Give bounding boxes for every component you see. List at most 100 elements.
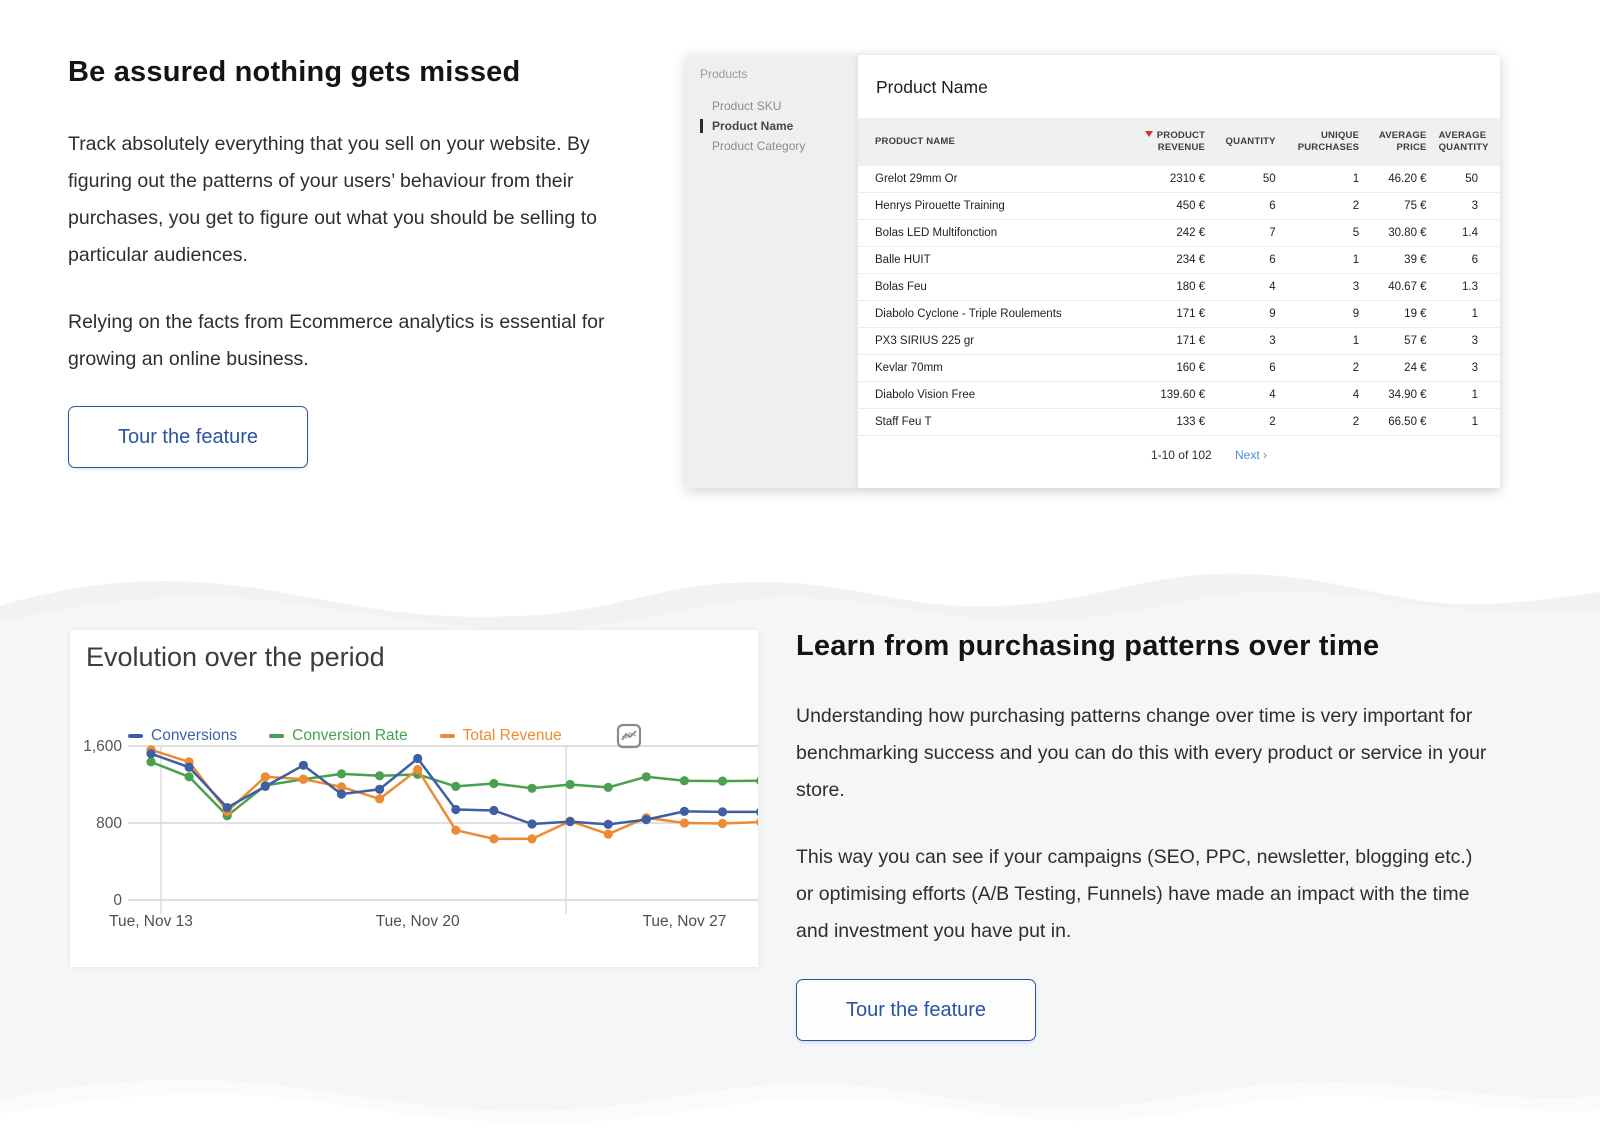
table-cell: 30.80 € [1365, 219, 1433, 247]
table-cell: 4 [1281, 381, 1366, 409]
tour-feature-button-bottom[interactable]: Tour the feature [796, 979, 1036, 1041]
table-cell: 160 € [1114, 354, 1212, 382]
pagination: 1-10 of 102 Next › [858, 436, 1500, 462]
table-cell: 34.90 € [1365, 381, 1433, 409]
x-axis-tick-label: Tue, Nov 20 [376, 913, 460, 930]
section1-heading: Be assured nothing gets missed [68, 56, 521, 88]
sidebar-nav: Product SKU Product Name Product Category [700, 96, 858, 156]
legend-label: Total Revenue [462, 727, 562, 744]
table-cell: 50 [1432, 166, 1500, 193]
table-cell: 242 € [1114, 219, 1212, 247]
table-cell: 133 € [1114, 408, 1212, 436]
table-cell: Grelot 29mm Or [858, 166, 1115, 193]
table-cell: 1 [1281, 327, 1366, 355]
report-title: Product Name [876, 77, 988, 97]
table-row: Staff Feu T 133 €2 2 66.50 €1 [858, 408, 1500, 436]
x-axis-tick-label: Tue, Nov 27 [642, 913, 726, 930]
table-cell: PX3 SIRIUS 225 gr [858, 327, 1115, 355]
sidebar-item-product-category[interactable]: Product Category [712, 139, 806, 153]
legend-label: Conversions [151, 727, 238, 744]
column-header-product-name[interactable]: PRODUCT NAME [858, 118, 1115, 166]
legend-dash-icon [269, 734, 285, 738]
wave-divider-top [0, 573, 1600, 640]
table-cell: Kevlar 70mm [858, 354, 1115, 382]
table-cell: 450 € [1114, 192, 1212, 220]
table-cell: 4 [1211, 273, 1282, 301]
table-cell: 57 € [1365, 327, 1433, 355]
sort-desc-icon [1144, 131, 1153, 137]
table-cell: 9 [1281, 300, 1366, 328]
section2-paragraph-1: Understanding how purchasing patterns ch… [796, 705, 1487, 801]
legend-dash-icon [439, 734, 455, 738]
table-row: PX3 SIRIUS 225 gr 171 €3 1 57 €3 [858, 327, 1500, 355]
evolution-chart-card: Evolution over the period 1,600 800 0 Tue, … [70, 630, 758, 967]
evolution-chart-plot: 1,600 800 0 Tue, Nov 13 Tue, Nov 20 Tue, Nov … [83, 738, 758, 930]
column-header-quantity[interactable]: QUANTITY [1211, 118, 1282, 166]
table-cell: 6 [1211, 192, 1282, 220]
pagination-next-link[interactable]: Next › [1235, 448, 1268, 462]
x-axis-tick-label: Tue, Nov 13 [109, 913, 193, 930]
table-cell: 1 [1432, 408, 1500, 436]
table-row: Diabolo Cyclone - Triple Roulements 171 €… [858, 300, 1500, 328]
products-sidebar: Products Product SKU Product Name Product … [686, 55, 858, 488]
wave-divider-bottom [0, 1079, 1600, 1132]
table-cell: 2 [1211, 408, 1282, 436]
legend-dash-icon [128, 734, 143, 738]
table-cell: Balle HUIT [858, 246, 1115, 274]
column-header-average-price[interactable]: AVERAGE PRICE [1365, 118, 1433, 166]
chart-legend: Conversions Conversion Rate Total Revenue [128, 723, 642, 749]
series-total-revenue [146, 745, 758, 844]
table-cell: 5 [1281, 219, 1366, 247]
table-row: Kevlar 70mm 160 €6 2 24 €3 [858, 354, 1500, 382]
section2-heading: Learn from purchasing patterns over time [796, 630, 1380, 662]
legend-item-total-revenue[interactable]: Total Revenue [439, 727, 562, 745]
table-cell: 1 [1432, 381, 1500, 409]
table-cell: 50 [1211, 166, 1282, 193]
table-cell: Bolas LED Multifonction [858, 219, 1115, 247]
table-cell: Bolas Feu [858, 273, 1115, 301]
table-cell: Diabolo Cyclone - Triple Roulements [858, 300, 1115, 328]
column-header-average-quantity[interactable]: AVERAGE QUANTITY [1432, 118, 1500, 166]
table-row: Bolas Feu 180 €4 3 40.67 €1.3 [858, 273, 1500, 301]
product-table-area: Product Name PRODUCT NAME PRODUCT REVENUE… [858, 55, 1500, 488]
column-header-product-revenue[interactable]: PRODUCT REVENUE [1114, 118, 1212, 166]
table-cell: 2 [1281, 354, 1366, 382]
table-cell: 39 € [1365, 246, 1433, 274]
sidebar-title: Products [700, 67, 748, 81]
y-axis-tick-label: 0 [113, 892, 122, 909]
column-header-unique-purchases[interactable]: UNIQUE PURCHASES [1281, 118, 1366, 166]
sidebar-item-product-sku[interactable]: Product SKU [712, 99, 782, 113]
table-cell: 40.67 € [1365, 273, 1433, 301]
table-header-row: PRODUCT NAME PRODUCT REVENUE QUANTITY UNIQU… [858, 118, 1500, 166]
pagination-range: 1-10 of 102 [1150, 448, 1212, 462]
product-table: PRODUCT NAME PRODUCT REVENUE QUANTITY UNIQU… [858, 118, 1500, 436]
table-cell: 6 [1211, 246, 1282, 274]
table-cell: 1 [1432, 300, 1500, 328]
table-cell: 234 € [1114, 246, 1212, 274]
sidebar-item-product-name[interactable]: Product Name [700, 116, 858, 136]
table-row: Grelot 29mm Or 2310 €50 1 46.20 €50 [858, 166, 1500, 193]
tour-feature-button-top[interactable]: Tour the feature [68, 406, 308, 468]
table-cell: Staff Feu T [858, 408, 1115, 436]
section2-paragraph-2: This way you can see if your campaigns (… [796, 846, 1473, 942]
legend-item-conversions[interactable]: Conversions [128, 727, 237, 745]
chart-title: Evolution over the period [86, 642, 385, 672]
table-cell: 7 [1211, 219, 1282, 247]
table-cell: 171 € [1114, 300, 1212, 328]
section1-paragraph-1: Track absolutely everything that you sel… [68, 133, 598, 266]
series-conversions [146, 749, 758, 829]
table-cell: 4 [1211, 381, 1282, 409]
table-cell: 19 € [1365, 300, 1433, 328]
table-row: Henrys Pirouette Training 450 €6 2 75 €3 [858, 192, 1500, 220]
table-cell: 171 € [1114, 327, 1212, 355]
line-chart-icon[interactable] [616, 723, 642, 749]
table-cell: 6 [1432, 246, 1500, 274]
table-cell: 180 € [1114, 273, 1212, 301]
table-cell: 139.60 € [1114, 381, 1212, 409]
table-cell: 2 [1281, 192, 1366, 220]
table-cell: 1.4 [1432, 219, 1500, 247]
legend-item-conversion-rate[interactable]: Conversion Rate [269, 727, 408, 745]
table-cell: 3 [1432, 327, 1500, 355]
table-cell: 3 [1432, 192, 1500, 220]
